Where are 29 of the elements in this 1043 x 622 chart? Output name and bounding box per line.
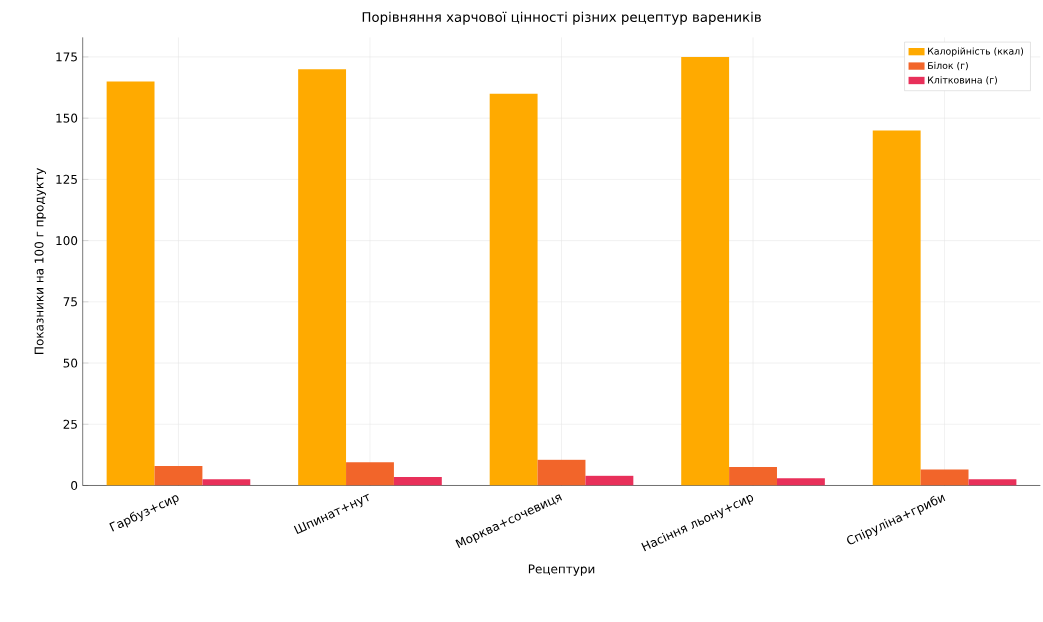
- y-tick-label: 75: [63, 297, 77, 307]
- legend-label: Клітковина (г): [928, 76, 997, 85]
- chart-title: Порівняння харчової цінності різних рецептур вареників: [362, 11, 761, 25]
- y-tick-label: 0: [71, 481, 78, 491]
- bar: [154, 466, 203, 486]
- bar: [393, 477, 442, 486]
- y-tick-label: 50: [63, 358, 78, 368]
- bar: [681, 57, 730, 486]
- bar: [585, 475, 634, 486]
- legend-label: Білок (г): [928, 62, 968, 71]
- bar: [872, 130, 921, 486]
- bar: [920, 469, 969, 486]
- y-tick-label: 125: [56, 175, 77, 185]
- bar: [202, 479, 251, 486]
- legend-label: Калорійність (ккал): [928, 47, 1024, 57]
- bar: [298, 69, 347, 486]
- bar: [106, 81, 155, 486]
- x-axis-title: Рецептури: [528, 564, 595, 577]
- bar: [729, 467, 777, 486]
- y-tick-label: 150: [56, 113, 78, 123]
- bar: [968, 479, 1017, 486]
- bar: [776, 478, 825, 486]
- bar: [537, 460, 586, 486]
- y-tick-label: 100: [56, 236, 78, 246]
- y-tick-label: 175: [56, 52, 77, 62]
- y-axis-title: Показники на 100 г продукту: [34, 168, 46, 355]
- y-tick-label: 25: [63, 419, 77, 430]
- bar: [489, 93, 538, 486]
- bar: [346, 462, 394, 486]
